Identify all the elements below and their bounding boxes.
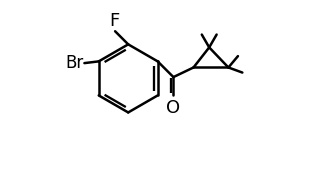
Text: F: F [109,11,119,30]
Text: O: O [166,99,180,117]
Text: Br: Br [65,54,84,72]
